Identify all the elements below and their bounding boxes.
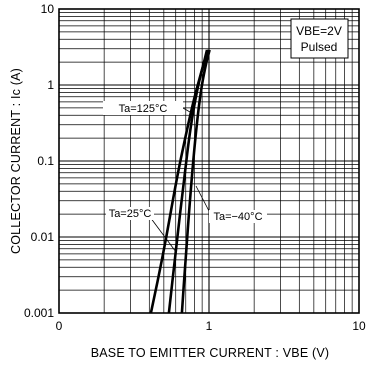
x-axis-label: BASE TO EMITTER CURRENT : VBE (V) xyxy=(91,346,330,360)
y-tick-label: 10 xyxy=(41,2,55,16)
y-tick-label: 0.001 xyxy=(24,306,54,320)
y-tick-label: 0.01 xyxy=(31,230,55,244)
condition-pulsed: Pulsed xyxy=(301,40,338,54)
y-tick-label: 0.1 xyxy=(37,154,54,168)
plot-frame xyxy=(58,8,360,314)
x-tick-label: 0 xyxy=(56,319,63,333)
condition-vbe: VBE=2V xyxy=(296,24,342,38)
conditions-box: VBE=2V Pulsed xyxy=(290,18,349,59)
label-bg-m40 xyxy=(209,210,267,223)
label-bg-125 xyxy=(103,101,183,115)
x-tick-label: 1 xyxy=(206,319,213,333)
label-ta-m40: Ta=−40°C xyxy=(213,211,262,223)
series-layer xyxy=(149,49,211,314)
leader-25 xyxy=(149,216,177,253)
y-tick-label: 1 xyxy=(47,78,54,92)
annotations: Ta=125°C Ta=25°C Ta=−40°C xyxy=(103,101,267,253)
grid-major xyxy=(59,9,359,313)
conditions-frame xyxy=(290,18,349,59)
label-ta-125: Ta=125°C xyxy=(119,103,168,115)
y-ticks: 0.001 0.01 0.1 1 10 xyxy=(24,2,54,320)
label-ta-25: Ta=25°C xyxy=(109,208,152,220)
series-line-2 xyxy=(180,49,211,314)
leader-m40 xyxy=(195,185,210,212)
y-axis-label: COLLECTOR CURRENT : Ic (A) xyxy=(9,68,23,254)
x-tick-label: 10 xyxy=(352,319,366,333)
label-bg-25 xyxy=(106,207,154,220)
x-ticks: 0 1 10 xyxy=(56,319,366,333)
series-line-1 xyxy=(167,49,210,314)
leader-125 xyxy=(182,107,191,113)
